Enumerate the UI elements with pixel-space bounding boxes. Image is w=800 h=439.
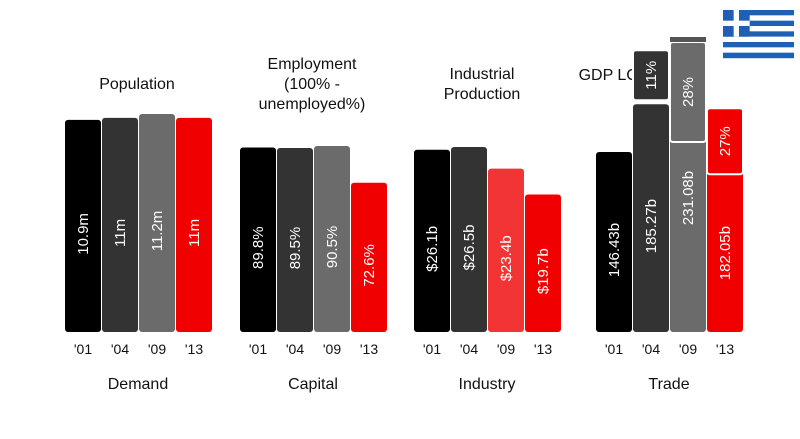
x-tick-label: '04	[286, 341, 304, 357]
x-tick-label: '01	[423, 341, 441, 357]
bar-value-label: 10.9m	[75, 213, 92, 255]
bar	[277, 148, 313, 332]
greece-flag-icon	[723, 10, 794, 59]
x-tick-label: '13	[716, 341, 734, 357]
growth-box-cap	[670, 37, 706, 42]
chart-title: GDP LCU	[579, 67, 650, 84]
growth-box	[706, 107, 744, 176]
bar	[102, 117, 138, 333]
chart-1: Population 10.9m '01 11m '04 11.2m '09 11m '13 De…	[65, 76, 212, 393]
x-tick-label: '01	[605, 341, 623, 357]
x-tick-label: '09	[679, 341, 697, 357]
x-tick-label: '13	[185, 341, 203, 357]
bar-value-label: 90.5%	[324, 226, 341, 269]
x-tick-label: '04	[642, 341, 660, 357]
bar-value-label: 11m	[186, 219, 203, 247]
x-tick-label: '04	[460, 341, 478, 357]
bar	[139, 114, 175, 332]
bar-value-label: 72.6%	[361, 244, 378, 287]
growth-label: 28%	[680, 77, 697, 107]
chart-4: GDP LCU 146.43b '01 11% 185.27b '04 28% 231.08b…	[579, 37, 744, 393]
bar-value-label: 231.08b	[680, 171, 697, 225]
bar-value-label: $26.1b	[424, 226, 441, 272]
x-tick-label: '09	[148, 341, 166, 357]
x-axis-label: Demand	[108, 376, 168, 393]
bar	[596, 152, 632, 332]
chart-title: Population	[99, 76, 175, 93]
bar	[633, 104, 669, 332]
bar	[65, 119, 101, 332]
x-tick-label: '13	[534, 341, 552, 357]
chart-2: Employment (100% -unemployed%) 89.8% '01 89.…	[240, 56, 387, 393]
growth-label: 11%	[643, 61, 660, 90]
x-axis-label: Capital	[288, 376, 338, 393]
bar	[176, 117, 212, 333]
bar-value-label: 89.5%	[287, 227, 304, 270]
chart-3: Industrial Production $26.1b '01 $26.5b '04 $2…	[414, 66, 561, 393]
bar-value-label: 182.05b	[717, 226, 734, 280]
bar-value-label: 11m	[112, 219, 129, 247]
x-axis-label: Trade	[648, 376, 689, 393]
growth-label: 27%	[717, 126, 734, 156]
x-tick-label: '01	[74, 341, 92, 357]
bar-value-label: $19.7b	[535, 248, 552, 294]
x-tick-label: '09	[497, 341, 515, 357]
chart-title: Industrial Production	[444, 66, 521, 103]
bar	[240, 147, 276, 332]
x-tick-label: '13	[360, 341, 378, 357]
bar	[314, 146, 350, 332]
x-tick-label: '04	[111, 341, 129, 357]
bar	[451, 147, 487, 332]
bar-value-label: 11.2m	[149, 211, 166, 252]
bar-value-label: 89.8%	[250, 226, 267, 269]
x-axis-label: Industry	[459, 376, 516, 393]
bar	[351, 182, 387, 332]
bar	[525, 194, 561, 332]
bar	[414, 149, 450, 332]
x-tick-label: '01	[249, 341, 267, 357]
chart-title: Employment (100% -unemployed%)	[259, 56, 366, 113]
bar-value-label: 146.43b	[606, 223, 623, 277]
bar-value-label: $26.5b	[461, 225, 478, 271]
x-tick-label: '09	[323, 341, 341, 357]
bar	[488, 168, 524, 332]
bar-value-label: $23.4b	[498, 235, 515, 281]
bar-value-label: 185.27b	[643, 199, 660, 253]
